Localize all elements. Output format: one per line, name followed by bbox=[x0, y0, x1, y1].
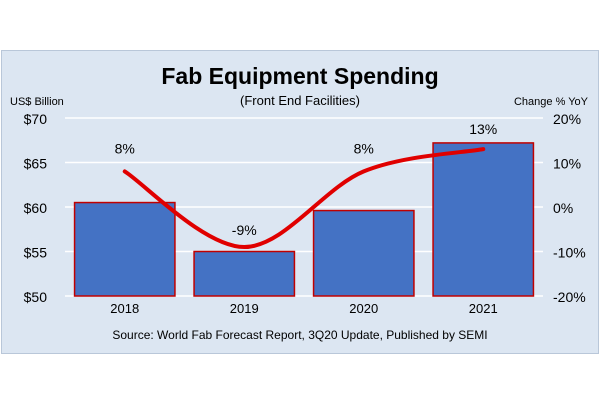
chart-title: Fab Equipment Spending bbox=[161, 63, 439, 89]
x-tick-label: 2018 bbox=[110, 301, 139, 316]
source-note: Source: World Fab Forecast Report, 3Q20 … bbox=[112, 328, 488, 342]
left-tick-label: $50 bbox=[24, 289, 48, 305]
right-tick-label: -10% bbox=[553, 245, 586, 261]
bar bbox=[432, 142, 535, 297]
left-axis-title: US$ Billion bbox=[10, 96, 64, 108]
yoy-data-label: 8% bbox=[354, 140, 374, 156]
bar bbox=[73, 201, 176, 297]
yoy-data-label: 8% bbox=[115, 140, 135, 156]
left-tick-label: $60 bbox=[24, 200, 48, 216]
right-tick-label: 20% bbox=[553, 111, 581, 127]
right-tick-label: 10% bbox=[553, 156, 581, 172]
left-tick-label: $65 bbox=[24, 156, 48, 172]
x-tick-label: 2020 bbox=[349, 301, 378, 316]
right-tick-label: 0% bbox=[553, 200, 573, 216]
right-tick-label: -20% bbox=[553, 289, 586, 305]
left-tick-label: $55 bbox=[24, 245, 48, 261]
yoy-data-label: 13% bbox=[469, 121, 497, 137]
x-tick-label: 2019 bbox=[230, 301, 259, 316]
x-tick-label: 2021 bbox=[469, 301, 498, 316]
bar bbox=[312, 209, 415, 297]
bar bbox=[193, 250, 296, 297]
right-axis-title: Change % YoY bbox=[513, 96, 588, 108]
chart-subtitle: (Front End Facilities) bbox=[240, 93, 360, 108]
yoy-data-label: -9% bbox=[232, 222, 257, 238]
yoy-change-line bbox=[122, 147, 486, 250]
left-tick-label: $70 bbox=[24, 111, 48, 127]
